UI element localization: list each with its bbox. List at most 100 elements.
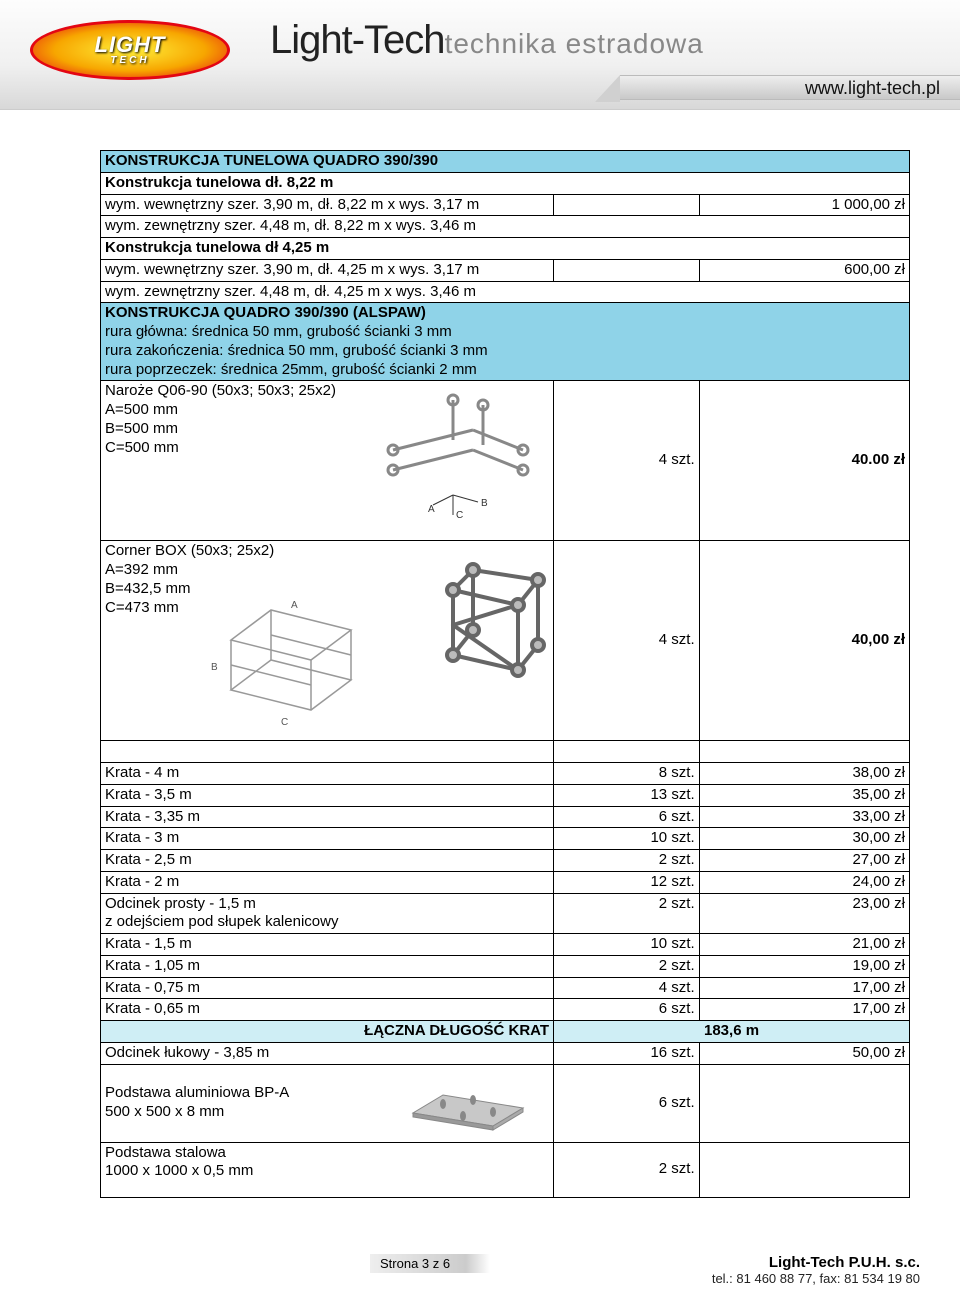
empty-cell [554, 194, 700, 216]
tunel2-price: 600,00 zł [699, 259, 909, 281]
naroze-qty: 4 szt. [554, 381, 700, 541]
krata-name: Krata - 3 m [101, 828, 554, 850]
krata-price: 33,00 zł [699, 806, 909, 828]
brand-sub: technika estradowa [445, 28, 704, 59]
krata-qty: 2 szt. [554, 893, 700, 934]
svg-text:C: C [281, 717, 288, 728]
krata-price: 35,00 zł [699, 784, 909, 806]
tunel1-title: Konstrukcja tunelowa dł. 8,22 m [101, 172, 910, 194]
corner-qty: 4 szt. [554, 541, 700, 741]
krata-qty: 4 szt. [554, 977, 700, 999]
krata-price: 21,00 zł [699, 934, 909, 956]
url-band: www.light-tech.pl [620, 75, 960, 100]
krata-name: Odcinek prosty - 1,5 m z odejściem pod s… [101, 893, 554, 934]
podstawa1-text: Podstawa aluminiowa BP-A 500 x 500 x 8 m… [105, 1084, 289, 1120]
corner-price: 40,00 zł [699, 541, 909, 741]
table-row: Krata - 0,75 m4 szt.17,00 zł [101, 977, 910, 999]
odcinek-price: 50,00 zł [699, 1042, 909, 1064]
krata-name: Krata - 1,5 m [101, 934, 554, 956]
table-row: Krata - 1,5 m10 szt.21,00 zł [101, 934, 910, 956]
svg-text:A: A [428, 504, 435, 515]
naroze-cell: Naroże Q06-90 (50x3; 50x3; 25x2) A=500 m… [101, 381, 554, 541]
krata-price: 24,00 zł [699, 871, 909, 893]
naroze-price: 40.00 zł [699, 381, 909, 541]
krata-qty: 6 szt. [554, 999, 700, 1021]
page-header: LIGHT TECH Light-Techtechnika estradowa … [0, 0, 960, 110]
table-row: Krata - 0,65 m6 szt.17,00 zł [101, 999, 910, 1021]
empty-cell [699, 1064, 909, 1142]
quadro-spec1: rura główna: średnica 50 mm, grubość ści… [105, 323, 452, 340]
empty-cell [699, 1142, 909, 1197]
total-value: 183,6 m [554, 1021, 910, 1043]
krata-price: 17,00 zł [699, 999, 909, 1021]
corner-title: Corner BOX (50x3; 25x2) [105, 542, 274, 559]
tunel2-line2: wym. zewnętrzny szer. 4,48 m, dł. 4,25 m… [101, 281, 910, 303]
tunel2-line1: wym. wewnętrzny szer. 3,90 m, dł. 4,25 m… [101, 259, 554, 281]
content: KONSTRUKCJA TUNELOWA QUADRO 390/390 Kons… [0, 110, 960, 1218]
table-row: Krata - 3,35 m6 szt.33,00 zł [101, 806, 910, 828]
empty-cell [699, 741, 909, 763]
section-header-quadro: KONSTRUKCJA QUADRO 390/390 (ALSPAW) rura… [101, 303, 910, 381]
tunel1-price: 1 000,00 zł [699, 194, 909, 216]
quadro-spec2: rura zakończenia: średnica 50 mm, gruboś… [105, 342, 488, 359]
company-tel: tel.: 81 460 88 77, fax: 81 534 19 80 [712, 1271, 920, 1286]
krata-name: Krata - 4 m [101, 763, 554, 785]
table-row: Odcinek prosty - 1,5 m z odejściem pod s… [101, 893, 910, 934]
table-row: Krata - 3 m10 szt.30,00 zł [101, 828, 910, 850]
corner-render-icon [423, 555, 563, 695]
krata-qty: 13 szt. [554, 784, 700, 806]
quadro-spec3: rura poprzeczek: średnica 25mm, grubość … [105, 361, 477, 378]
section-header-tunel: KONSTRUKCJA TUNELOWA QUADRO 390/390 [101, 151, 910, 173]
podstawa1-qty: 6 szt. [554, 1064, 700, 1142]
table-row: Krata - 4 m8 szt.38,00 zł [101, 763, 910, 785]
corner-c: C=473 mm [105, 599, 179, 616]
corner-a: A=392 mm [105, 561, 178, 578]
table-row: Krata - 2,5 m2 szt.27,00 zł [101, 850, 910, 872]
page-footer: Strona 3 z 6 Light-Tech P.U.H. s.c. tel.… [0, 1248, 960, 1292]
empty-cell [101, 741, 554, 763]
logo: LIGHT TECH [30, 20, 230, 80]
krata-qty: 2 szt. [554, 955, 700, 977]
tunel1-line2: wym. zewnętrzny szer. 4,48 m, dł. 8,22 m… [101, 216, 910, 238]
krata-name: Krata - 3,35 m [101, 806, 554, 828]
krata-qty: 2 szt. [554, 850, 700, 872]
site-url: www.light-tech.pl [805, 78, 940, 98]
krata-name: Krata - 0,75 m [101, 977, 554, 999]
page-number: Strona 3 z 6 [370, 1254, 490, 1273]
tunel1-line1: wym. wewnętrzny szer. 3,90 m, dł. 8,22 m… [101, 194, 554, 216]
krata-name: Krata - 1,05 m [101, 955, 554, 977]
corner-wireframe-icon: A B C [191, 600, 391, 730]
company-name: Light-Tech P.U.H. s.c. [712, 1254, 920, 1271]
empty-cell [554, 259, 700, 281]
naroze-c: C=500 mm [105, 439, 179, 456]
krata-price: 30,00 zł [699, 828, 909, 850]
krata-name: Krata - 2,5 m [101, 850, 554, 872]
empty-cell [554, 741, 700, 763]
corner-cell: Corner BOX (50x3; 25x2) A=392 mm B=432,5… [101, 541, 554, 741]
price-table: KONSTRUKCJA TUNELOWA QUADRO 390/390 Kons… [100, 150, 910, 1198]
odcinek-qty: 16 szt. [554, 1042, 700, 1064]
logo-line1: LIGHT [95, 34, 166, 56]
svg-text:A: A [291, 600, 298, 611]
svg-text:C: C [456, 510, 463, 520]
odcinek-name: Odcinek łukowy - 3,85 m [101, 1042, 554, 1064]
logo-line2: TECH [110, 56, 149, 66]
krata-price: 38,00 zł [699, 763, 909, 785]
naroze-title: Naroże Q06-90 (50x3; 50x3; 25x2) [105, 382, 336, 399]
table-row: Krata - 1,05 m2 szt.19,00 zł [101, 955, 910, 977]
table-row: Krata - 3,5 m13 szt.35,00 zł [101, 784, 910, 806]
podstawa2-name: Podstawa stalowa 1000 x 1000 x 0,5 mm [101, 1142, 554, 1197]
krata-qty: 6 szt. [554, 806, 700, 828]
svg-text:B: B [211, 662, 218, 673]
krata-qty: 8 szt. [554, 763, 700, 785]
krata-qty: 10 szt. [554, 934, 700, 956]
krata-price: 17,00 zł [699, 977, 909, 999]
naroze-b: B=500 mm [105, 420, 178, 437]
brand-title: Light-Techtechnika estradowa [270, 18, 704, 63]
krata-name: Krata - 0,65 m [101, 999, 554, 1021]
krata-name: Krata - 3,5 m [101, 784, 554, 806]
company-info: Light-Tech P.U.H. s.c. tel.: 81 460 88 7… [712, 1254, 920, 1286]
krata-qty: 10 szt. [554, 828, 700, 850]
krata-name: Krata - 2 m [101, 871, 554, 893]
corner-b: B=432,5 mm [105, 580, 190, 597]
